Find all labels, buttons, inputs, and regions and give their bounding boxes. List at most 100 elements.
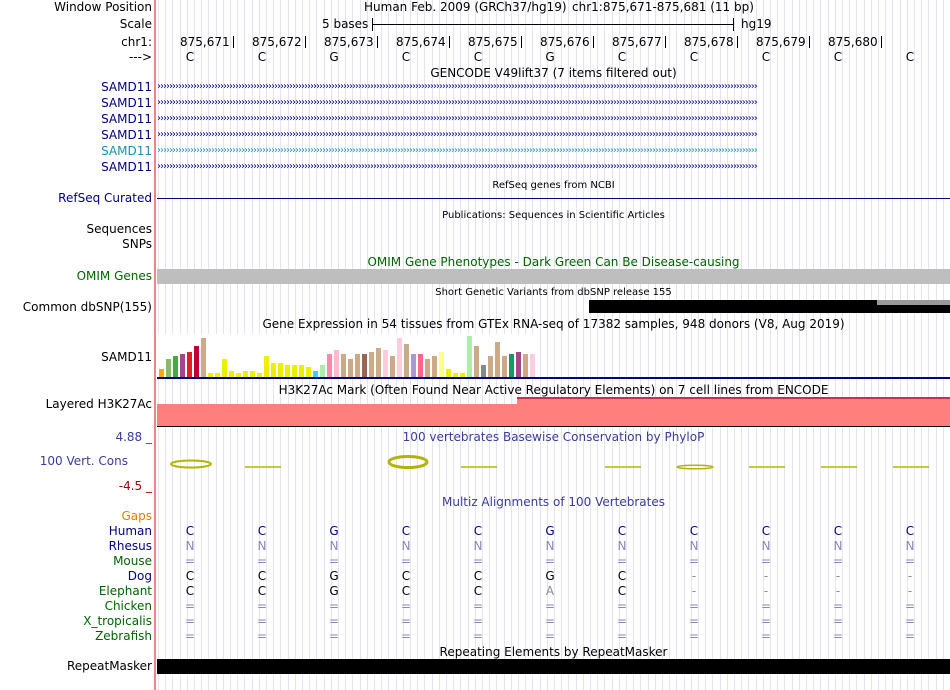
gtex-tissue-bar[interactable] xyxy=(390,356,395,377)
gtex-tissue-bar[interactable] xyxy=(173,356,178,377)
gtex-tissue-bar[interactable] xyxy=(334,350,339,377)
h3k27ac-label[interactable]: Layered H3K27Ac xyxy=(45,397,152,411)
gtex-tissue-bar[interactable] xyxy=(418,354,423,377)
gencode-gene-label[interactable]: SAMD11 xyxy=(101,160,152,174)
gtex-tissue-bar[interactable] xyxy=(327,354,332,377)
gencode-gene-label[interactable]: SAMD11 xyxy=(101,96,152,110)
multiz-species-zebrafish[interactable]: Zebrafish xyxy=(95,629,152,643)
gtex-tissue-bar[interactable] xyxy=(460,373,465,377)
gtex-tissue-bar[interactable] xyxy=(208,373,213,377)
multiz-species-rhesus[interactable]: Rhesus xyxy=(108,539,152,553)
multiz-species-dog[interactable]: Dog xyxy=(127,569,152,583)
gtex-gene-label[interactable]: SAMD11 xyxy=(101,350,152,364)
gtex-tissue-bar[interactable] xyxy=(502,356,507,377)
multiz-species-mouse[interactable]: Mouse xyxy=(113,554,152,568)
gtex-bar-chart[interactable] xyxy=(157,334,537,377)
multiz-species-x_tropicalis[interactable]: X_tropicalis xyxy=(83,614,152,628)
gtex-tissue-bar[interactable] xyxy=(397,338,402,377)
gtex-tissue-bar[interactable] xyxy=(250,371,255,377)
gtex-tissue-bar[interactable] xyxy=(159,369,164,377)
gtex-tissue-bar[interactable] xyxy=(481,365,486,377)
conservation-label[interactable]: 100 Vert. Cons xyxy=(39,454,128,468)
gencode-gene-model[interactable]: ››››››››››››››››››››››››››››››››››››››››… xyxy=(157,161,758,172)
coordinate-tick[interactable]: 875,680 xyxy=(828,35,882,49)
gtex-tissue-bar[interactable] xyxy=(187,352,192,377)
position-readout[interactable]: chr1:875,671-875,681 (11 bp) xyxy=(572,0,754,14)
coordinate-tick[interactable]: 875,673 xyxy=(324,35,378,49)
gtex-tissue-bar[interactable] xyxy=(369,352,374,377)
gtex-tissue-bar[interactable] xyxy=(530,354,535,377)
gtex-tissue-bar[interactable] xyxy=(313,371,318,377)
dbsnp-variant-bar-gray[interactable] xyxy=(877,300,950,305)
gtex-tissue-bar[interactable] xyxy=(285,365,290,377)
dbsnp-variant-bar[interactable] xyxy=(589,300,950,313)
coordinate-tick[interactable]: 875,672 xyxy=(252,35,306,49)
gtex-tissue-bar[interactable] xyxy=(278,363,283,377)
gtex-tissue-bar[interactable] xyxy=(446,369,451,377)
coordinate-tick[interactable]: 875,677 xyxy=(612,35,666,49)
gencode-gene-label[interactable]: SAMD11 xyxy=(101,128,152,142)
refseq-gene-line[interactable] xyxy=(157,198,950,199)
gtex-tissue-bar[interactable] xyxy=(467,336,472,377)
omim-label[interactable]: OMIM Genes xyxy=(76,269,152,283)
repeatmasker-element[interactable] xyxy=(157,659,950,674)
sequences-label[interactable]: Sequences xyxy=(86,222,152,236)
gtex-tissue-bar[interactable] xyxy=(348,359,353,377)
conservation-logo[interactable] xyxy=(157,450,950,475)
gtex-tissue-bar[interactable] xyxy=(404,344,409,377)
gencode-gene-model[interactable]: ››››››››››››››››››››››››››››››››››››››››… xyxy=(157,113,758,124)
gtex-tissue-bar[interactable] xyxy=(201,338,206,377)
gtex-tissue-bar[interactable] xyxy=(180,354,185,377)
refseq-label[interactable]: RefSeq Curated xyxy=(58,191,152,205)
gtex-tissue-bar[interactable] xyxy=(509,354,514,377)
gtex-tissue-bar[interactable] xyxy=(516,352,521,377)
gtex-tissue-bar[interactable] xyxy=(271,363,276,377)
gtex-tissue-bar[interactable] xyxy=(243,371,248,377)
gtex-tissue-bar[interactable] xyxy=(299,365,304,377)
multiz-species-human[interactable]: Human xyxy=(108,524,152,538)
multiz-species-elephant[interactable]: Elephant xyxy=(98,584,152,598)
coordinate-tick[interactable]: 875,674 xyxy=(396,35,450,49)
gtex-tissue-bar[interactable] xyxy=(453,373,458,377)
gtex-tissue-bar[interactable] xyxy=(257,373,262,377)
gtex-tissue-bar[interactable] xyxy=(236,373,241,377)
gtex-tissue-bar[interactable] xyxy=(362,354,367,377)
h3k27ac-signal-right[interactable] xyxy=(517,397,950,426)
gtex-tissue-bar[interactable] xyxy=(376,348,381,377)
omim-gene-bar[interactable] xyxy=(157,269,950,284)
gtex-tissue-bar[interactable] xyxy=(355,354,360,377)
gtex-tissue-bar[interactable] xyxy=(222,359,227,377)
gencode-gene-label[interactable]: SAMD11 xyxy=(101,80,152,94)
gtex-tissue-bar[interactable] xyxy=(215,373,220,377)
h3k27ac-signal-left[interactable] xyxy=(157,404,517,426)
gtex-tissue-bar[interactable] xyxy=(474,346,479,377)
gtex-tissue-bar[interactable] xyxy=(292,365,297,377)
gtex-tissue-bar[interactable] xyxy=(425,359,430,377)
gtex-tissue-bar[interactable] xyxy=(523,354,528,377)
dbsnp-label[interactable]: Common dbSNP(155) xyxy=(22,300,152,314)
coordinate-tick[interactable]: 875,679 xyxy=(756,35,810,49)
gencode-gene-label[interactable]: SAMD11 xyxy=(101,144,152,158)
snps-label[interactable]: SNPs xyxy=(122,237,152,251)
gtex-tissue-bar[interactable] xyxy=(194,346,199,377)
gtex-tissue-bar[interactable] xyxy=(306,367,311,377)
coordinate-tick[interactable]: 875,676 xyxy=(540,35,594,49)
gencode-gene-model[interactable]: ››››››››››››››››››››››››››››››››››››››››… xyxy=(157,145,758,156)
gencode-gene-model[interactable]: ››››››››››››››››››››››››››››››››››››››››… xyxy=(157,81,758,92)
gtex-tissue-bar[interactable] xyxy=(264,356,269,377)
coordinate-tick[interactable]: 875,671 xyxy=(180,35,234,49)
gencode-gene-label[interactable]: SAMD11 xyxy=(101,112,152,126)
gtex-tissue-bar[interactable] xyxy=(320,365,325,377)
gtex-tissue-bar[interactable] xyxy=(495,342,500,377)
gtex-tissue-bar[interactable] xyxy=(488,356,493,377)
gtex-tissue-bar[interactable] xyxy=(229,371,234,377)
multiz-species-chicken[interactable]: Chicken xyxy=(104,599,152,613)
gtex-tissue-bar[interactable] xyxy=(383,350,388,377)
repeatmasker-label[interactable]: RepeatMasker xyxy=(66,659,152,673)
gtex-tissue-bar[interactable] xyxy=(166,359,171,377)
multiz-species-gaps[interactable]: Gaps xyxy=(121,509,152,523)
gencode-gene-model[interactable]: ››››››››››››››››››››››››››››››››››››››››… xyxy=(157,97,758,108)
coordinate-tick[interactable]: 875,678 xyxy=(684,35,738,49)
coordinate-tick[interactable]: 875,675 xyxy=(468,35,522,49)
gtex-tissue-bar[interactable] xyxy=(411,354,416,377)
